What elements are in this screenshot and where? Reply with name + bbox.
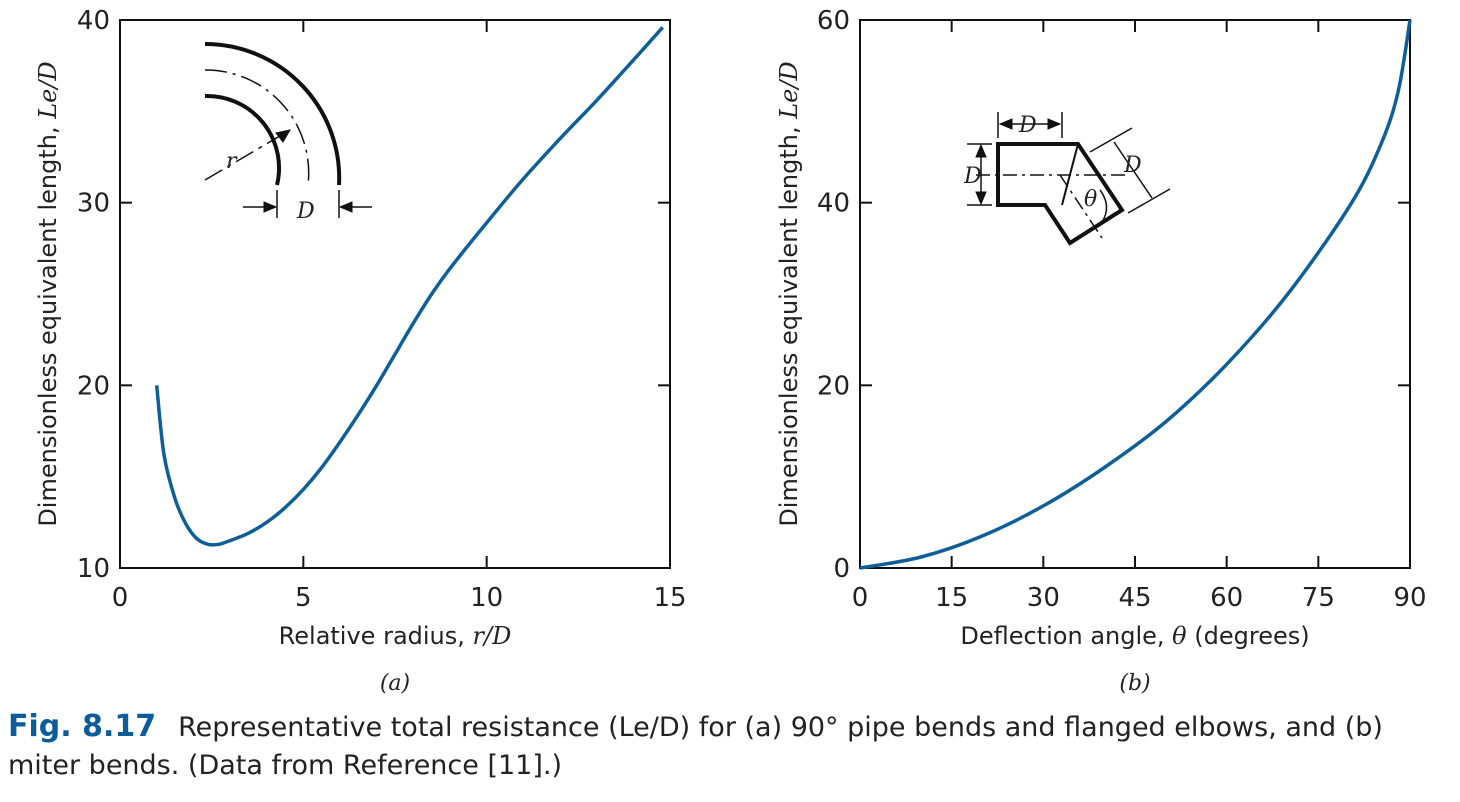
ticks-a: 0 5 10 15 10 20 30 40 bbox=[77, 6, 687, 613]
y-tick-label-b: 60 bbox=[817, 6, 850, 36]
x-tick-label-b: 60 bbox=[1210, 583, 1243, 613]
x-tick-label-b: 75 bbox=[1302, 583, 1335, 613]
x-tick-label-a: 5 bbox=[295, 583, 312, 613]
x-tick-label-b: 30 bbox=[1027, 583, 1060, 613]
panel-label-b: (b) bbox=[1119, 671, 1150, 696]
x-tick-label-b: 0 bbox=[852, 583, 869, 613]
data-line-a bbox=[154, 26, 665, 547]
y-tick-label-b: 0 bbox=[833, 554, 850, 584]
figure-number: Fig. 8.17 bbox=[8, 709, 157, 744]
x-tick-label-b: 90 bbox=[1393, 583, 1426, 613]
y-tick-label-a: 20 bbox=[77, 371, 110, 401]
diameter-label-b-right: D bbox=[1123, 153, 1142, 178]
x-axis-label-a: Relative radius, r/D bbox=[279, 622, 512, 650]
x-tick-label-a: 0 bbox=[112, 583, 129, 613]
radius-label: r bbox=[226, 149, 238, 174]
caption-text: Representative total resistance (Le/D) f… bbox=[8, 712, 1383, 781]
figure-caption: Fig. 8.17 Representative total resistance… bbox=[8, 708, 1453, 785]
x-axis-label-b: Deflection angle, θ (degrees) bbox=[960, 622, 1309, 650]
plot-frame-b bbox=[859, 19, 1411, 569]
x-tick-label-a: 10 bbox=[470, 583, 503, 613]
diameter-label-a: D bbox=[296, 199, 315, 224]
y-tick-label-b: 20 bbox=[817, 371, 850, 401]
diameter-label-b-top: D bbox=[1018, 113, 1037, 138]
plot-frame-a bbox=[119, 19, 671, 569]
x-tick-label-a: 15 bbox=[653, 583, 686, 613]
pipe-bend-diagram bbox=[204, 41, 372, 218]
y-tick-label-a: 30 bbox=[77, 189, 110, 219]
data-line-b bbox=[859, 19, 1412, 570]
y-tick-label-b: 40 bbox=[817, 189, 850, 219]
y-tick-label-a: 10 bbox=[77, 554, 110, 584]
ticks-b: 0 15 30 45 60 75 90 0 20 40 60 bbox=[817, 6, 1427, 613]
y-axis-label-b: Dimensionless equivalent length, Le/D bbox=[775, 61, 803, 526]
panel-label-a: (a) bbox=[380, 671, 410, 696]
chart-b: 0 15 30 45 60 75 90 0 20 40 60 D D D θ bbox=[775, 6, 1427, 696]
x-tick-label-b: 15 bbox=[935, 583, 968, 613]
theta-label: θ bbox=[1084, 187, 1097, 212]
y-axis-label-a: Dimensionless equivalent length, Le/D bbox=[34, 61, 62, 526]
miter-bend-diagram bbox=[967, 112, 1171, 246]
x-tick-label-b: 45 bbox=[1118, 583, 1151, 613]
diameter-label-b-left: D bbox=[963, 164, 982, 189]
y-tick-label-a: 40 bbox=[77, 6, 110, 36]
